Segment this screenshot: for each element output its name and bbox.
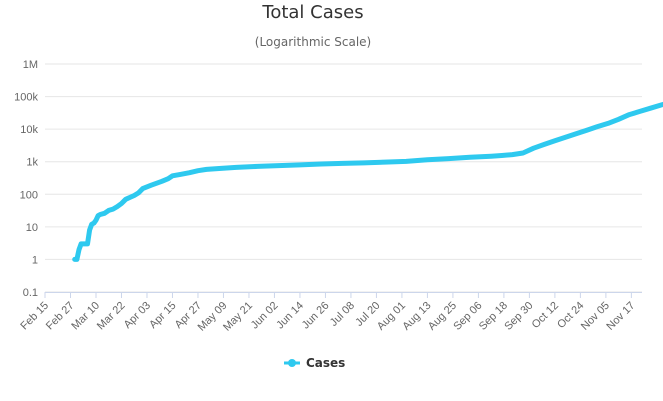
y-tick-label: 1k <box>26 157 38 169</box>
chart-subtitle: (Logarithmic Scale) <box>255 35 371 49</box>
legend-symbol-marker <box>288 359 296 367</box>
x-tick-label: Jul 08 <box>328 300 357 329</box>
x-tick-label: Apr 03 <box>122 300 153 331</box>
y-gridlines <box>45 63 642 293</box>
x-tick-label: Jun 14 <box>274 300 306 332</box>
x-tick-label: Nov 17 <box>604 300 637 333</box>
y-tick-label: 1M <box>23 59 38 71</box>
legend[interactable]: Cases <box>284 356 345 370</box>
x-tick-label: Sep 30 <box>502 300 535 333</box>
y-tick-label: 0.1 <box>23 287 38 299</box>
x-tick-label: Mar 22 <box>95 300 128 333</box>
series-line-cases[interactable] <box>72 96 663 262</box>
x-tick-label: Apr 15 <box>147 300 178 331</box>
y-tick-label: 100 <box>20 189 38 201</box>
y-axis-tick-labels: 1M 100k 10k 1k 100 10 1 0.1 <box>14 59 38 299</box>
y-tick-label: 10 <box>26 222 38 234</box>
legend-label-cases[interactable]: Cases <box>306 356 345 370</box>
x-tick-label: Jun 26 <box>300 300 332 332</box>
x-tick-label: Jun 02 <box>249 300 281 332</box>
x-tick-label: Oct 12 <box>530 300 561 331</box>
chart-title: Total Cases <box>261 2 363 23</box>
y-tick-label: 1 <box>32 254 38 266</box>
y-tick-label: 10k <box>20 124 38 136</box>
y-tick-label: 100k <box>14 92 38 104</box>
